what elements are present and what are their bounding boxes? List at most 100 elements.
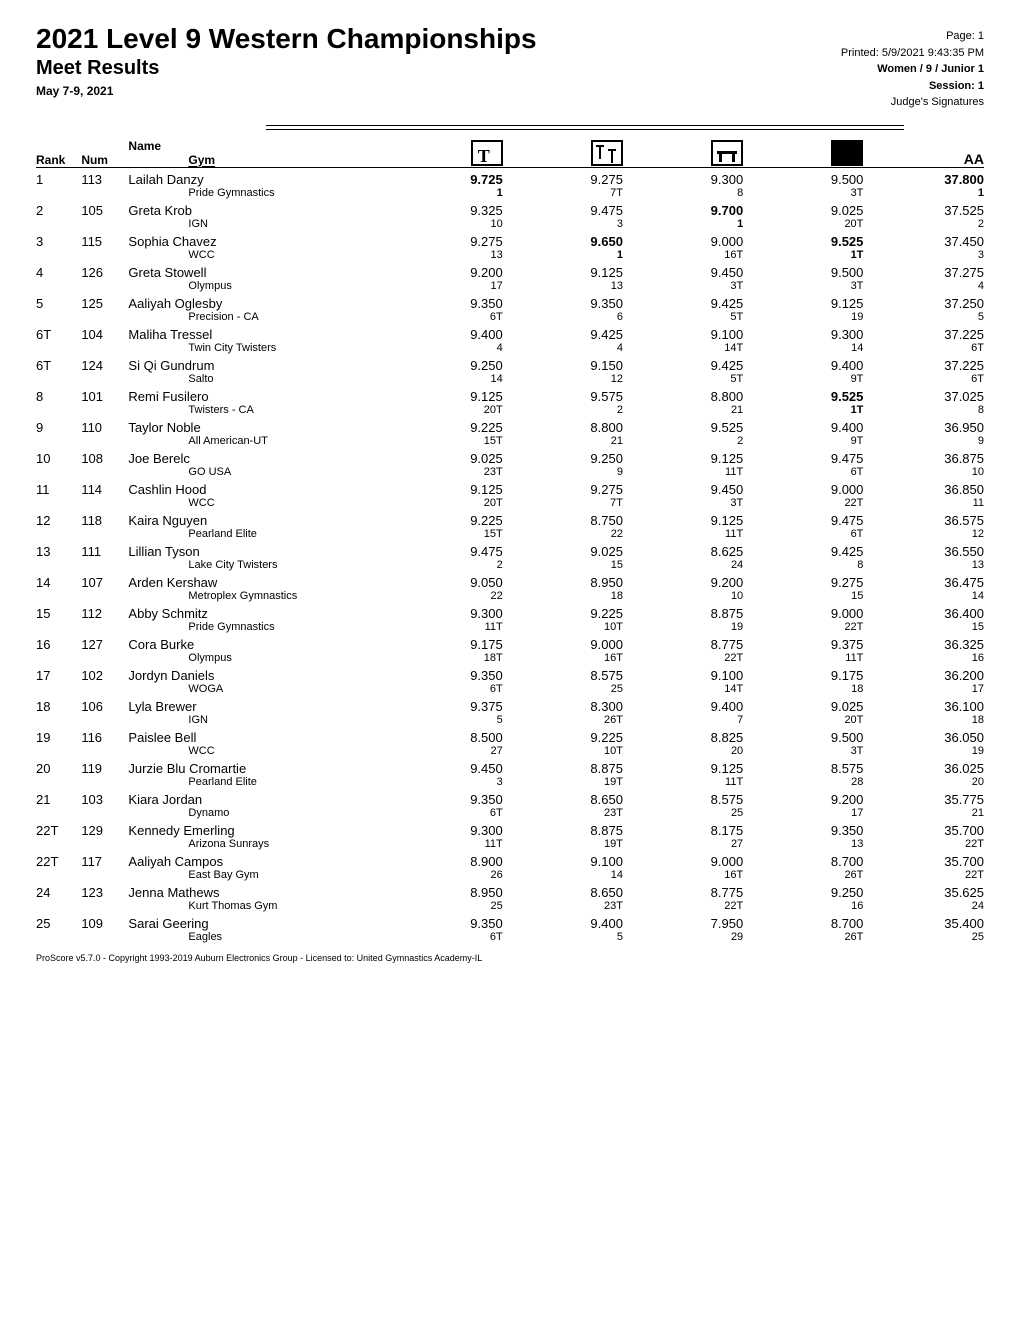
score-cell: 9.12511T [623, 509, 743, 540]
num-cell: 103 [81, 788, 128, 819]
aa-cell: 36.05019 [863, 726, 984, 757]
rank-cell: 17 [36, 664, 81, 695]
athlete-name: Maliha Tressel [128, 327, 382, 342]
score-place: 16T [503, 652, 623, 664]
score-value: 8.875 [623, 606, 743, 621]
score-cell: 9.37511T [743, 633, 863, 664]
score-cell: 9.25014 [383, 354, 503, 385]
aa-cell: 37.2754 [863, 261, 984, 292]
score-value: 9.475 [743, 513, 863, 528]
aa-place: 9 [863, 435, 984, 447]
score-cell: 8.62524 [623, 540, 743, 571]
score-place: 19T [503, 776, 623, 788]
aa-place: 3 [863, 249, 984, 261]
athlete-name: Remi Fusilero [128, 389, 382, 404]
score-place: 11T [623, 776, 743, 788]
num-cell: 119 [81, 757, 128, 788]
score-cell: 9.22515T [383, 509, 503, 540]
aa-place: 1 [863, 187, 984, 199]
score-cell: 9.4007 [623, 695, 743, 726]
aa-place: 10 [863, 466, 984, 478]
score-cell: 9.3506T [383, 292, 503, 323]
gym-name: Precision - CA [128, 311, 382, 323]
aa-place: 18 [863, 714, 984, 726]
num-cell: 124 [81, 354, 128, 385]
score-value: 9.350 [383, 668, 503, 683]
aa-place: 13 [863, 559, 984, 571]
aa-value: 37.025 [863, 389, 984, 404]
score-cell: 9.22510T [503, 726, 623, 757]
table-row: 15112Abby SchmitzPride Gymnastics9.30011… [36, 602, 984, 633]
score-place: 3T [623, 497, 743, 509]
score-value: 9.400 [623, 699, 743, 714]
score-place: 2 [503, 404, 623, 416]
judge-line: Judge's Signatures [841, 94, 984, 111]
score-cell: 9.02520T [743, 695, 863, 726]
score-cell: 9.4503T [623, 261, 743, 292]
score-cell: 9.4756T [743, 509, 863, 540]
aa-cell: 36.02520 [863, 757, 984, 788]
score-place: 25 [503, 683, 623, 695]
score-place: 19T [503, 838, 623, 850]
score-value: 9.225 [503, 606, 623, 621]
score-value: 9.350 [383, 916, 503, 931]
score-value: 9.225 [383, 420, 503, 435]
score-cell: 9.27515 [743, 571, 863, 602]
score-value: 9.700 [623, 203, 743, 218]
score-place: 11T [743, 652, 863, 664]
score-cell: 8.87519T [503, 819, 623, 850]
score-place: 27 [623, 838, 743, 850]
num-cell: 127 [81, 633, 128, 664]
score-value: 8.750 [503, 513, 623, 528]
score-place: 16 [743, 900, 863, 912]
aa-place: 11 [863, 497, 984, 509]
score-place: 15 [503, 559, 623, 571]
score-cell: 9.4009T [743, 354, 863, 385]
score-cell: 9.5003T [743, 167, 863, 199]
name-cell: Maliha TresselTwin City Twisters [128, 323, 382, 354]
table-row: 18106Lyla BrewerIGN9.37558.30026T9.40079… [36, 695, 984, 726]
score-place: 9 [503, 466, 623, 478]
score-cell: 9.4005 [503, 912, 623, 943]
name-cell: Arden KershawMetroplex Gymnastics [128, 571, 382, 602]
score-value: 8.800 [623, 389, 743, 404]
name-cell: Aaliyah OglesbyPrecision - CA [128, 292, 382, 323]
score-place: 22 [503, 528, 623, 540]
score-cell: 9.4503T [623, 478, 743, 509]
score-place: 6T [743, 528, 863, 540]
aa-value: 37.800 [863, 172, 984, 187]
score-value: 9.100 [503, 854, 623, 869]
score-value: 9.100 [623, 327, 743, 342]
score-value: 8.300 [503, 699, 623, 714]
gym-name: East Bay Gym [128, 869, 382, 881]
score-place: 9T [743, 373, 863, 385]
score-value: 8.775 [623, 885, 743, 900]
score-cell: 9.4009T [743, 416, 863, 447]
aa-value: 35.400 [863, 916, 984, 931]
score-value: 9.500 [743, 730, 863, 745]
score-place: 10T [503, 621, 623, 633]
col-rank-label: Rank [36, 153, 65, 167]
gym-name: Olympus [128, 652, 382, 664]
aa-value: 36.200 [863, 668, 984, 683]
score-place: 16T [623, 869, 743, 881]
score-place: 3T [743, 187, 863, 199]
name-cell: Greta KrobIGN [128, 199, 382, 230]
name-cell: Lailah DanzyPride Gymnastics [128, 167, 382, 199]
name-cell: Cashlin HoodWCC [128, 478, 382, 509]
score-cell: 8.77522T [623, 881, 743, 912]
score-place: 15T [383, 528, 503, 540]
score-value: 9.100 [623, 668, 743, 683]
rank-cell: 24 [36, 881, 81, 912]
score-value: 9.250 [503, 451, 623, 466]
aa-value: 36.575 [863, 513, 984, 528]
score-value: 9.475 [743, 451, 863, 466]
aa-cell: 36.47514 [863, 571, 984, 602]
score-cell: 9.22515T [383, 416, 503, 447]
table-row: 10108Joe BerelcGO USA9.02523T9.25099.125… [36, 447, 984, 478]
score-cell: 9.3506T [383, 664, 503, 695]
header-left: 2021 Level 9 Western Championships Meet … [36, 24, 841, 98]
score-cell: 8.57525 [623, 788, 743, 819]
aa-place: 8 [863, 404, 984, 416]
rank-cell: 21 [36, 788, 81, 819]
